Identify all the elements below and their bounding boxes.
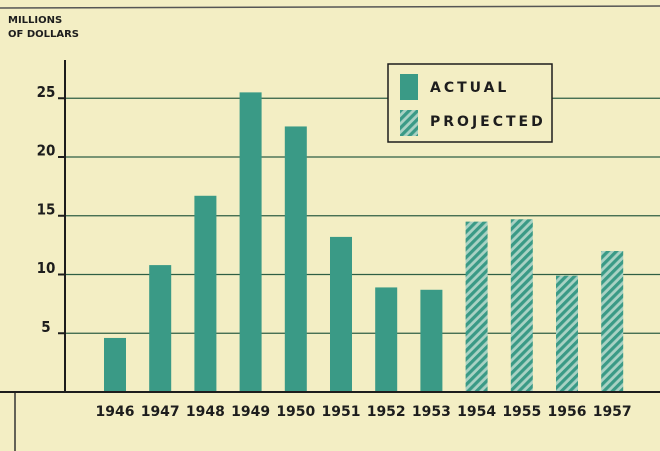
x-tick-label: 1947: [141, 404, 180, 420]
y-tick-label: 5: [41, 318, 50, 336]
x-tick-label: 1954: [457, 404, 496, 420]
y-tick-label: 15: [37, 200, 56, 218]
x-tick-label: 1948: [186, 404, 225, 420]
legend-label: ACTUAL: [430, 80, 509, 96]
y-axis-label: MILLIONS: [8, 15, 62, 26]
x-tick-label: 1956: [548, 404, 587, 420]
bar: [284, 126, 307, 392]
frame-top: [0, 5, 660, 9]
bar: [375, 287, 398, 392]
x-tick-label: 1955: [502, 404, 541, 420]
bar: [601, 251, 624, 392]
x-tick-label: 1946: [96, 404, 135, 420]
bar: [239, 92, 262, 392]
x-tick-label: 1952: [367, 404, 406, 420]
bar: [330, 236, 352, 392]
x-tick-label: 1949: [231, 404, 270, 420]
legend-swatch: [400, 74, 418, 100]
legend-swatch: [400, 110, 418, 136]
y-axis-label: OF DOLLARS: [8, 29, 79, 40]
y-tick-label: 10: [37, 259, 56, 277]
bar: [465, 221, 488, 392]
bar: [194, 195, 217, 392]
x-tick-label: 1950: [276, 404, 315, 420]
x-tick-label: 1957: [593, 404, 632, 420]
legend: ACTUAL PROJECTED: [387, 63, 553, 143]
legend-label: PROJECTED: [430, 114, 546, 130]
bar: [149, 265, 172, 392]
y-tick-label: 20: [37, 142, 56, 160]
bar: [510, 219, 533, 392]
bar: [556, 275, 578, 392]
bar: [104, 337, 126, 392]
y-tick-label: 25: [37, 83, 56, 101]
x-tick-label: 1953: [412, 404, 451, 420]
bar: [420, 289, 443, 392]
x-tick-label: 1951: [322, 404, 361, 420]
